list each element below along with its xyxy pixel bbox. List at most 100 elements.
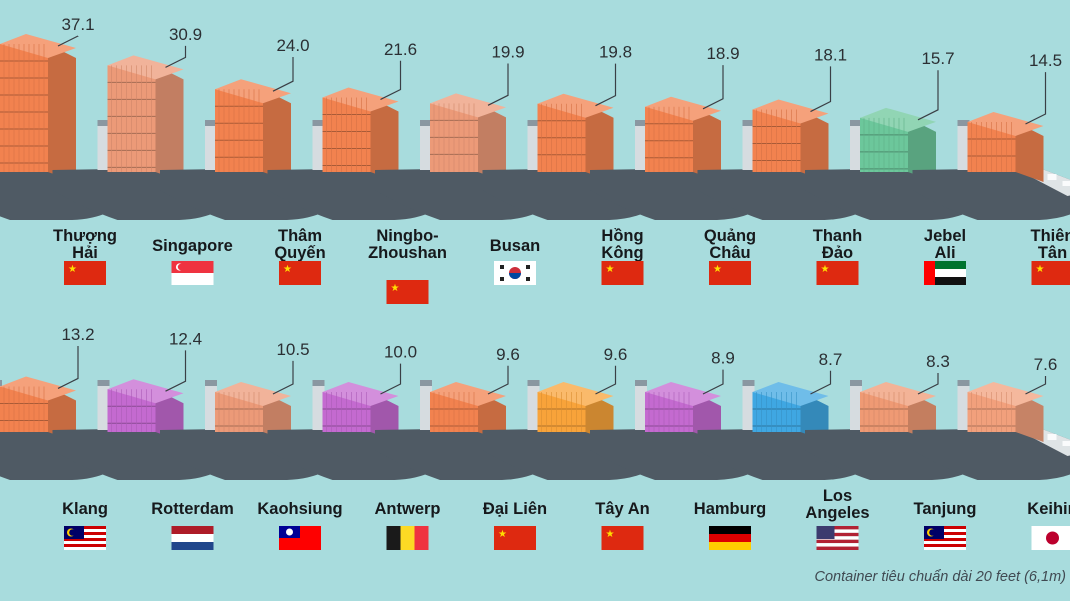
- flag-germany: [709, 526, 751, 550]
- leader-line: [487, 63, 509, 106]
- port-name: Đảo: [822, 244, 853, 262]
- ship-bridge: [420, 120, 432, 170]
- ship-bridge: [635, 120, 647, 170]
- port-name: Rotterdam: [151, 500, 234, 518]
- port-name: Ningbo-: [376, 227, 438, 245]
- value-label: 8.3: [926, 352, 950, 371]
- flag-uae: [924, 261, 966, 285]
- ship-hull: [912, 168, 1070, 220]
- ship-bridge: [527, 380, 540, 430]
- port-name: Klang: [62, 500, 108, 518]
- container-stack-side: [585, 392, 614, 442]
- value-label: 18.1: [814, 45, 847, 64]
- flag-netherlands: [171, 526, 214, 550]
- value-label: 7.6: [1034, 355, 1058, 374]
- container-stack-side: [370, 97, 399, 182]
- port-name: Antwerp: [375, 500, 441, 518]
- container-stack-side: [478, 103, 506, 182]
- container-stack-top: [430, 382, 506, 406]
- svg-text:★: ★: [498, 529, 507, 540]
- port-name: Kông: [601, 244, 643, 262]
- bridge-window: [420, 120, 432, 126]
- container-stack-top: [107, 55, 184, 80]
- svg-text:★: ★: [821, 264, 830, 275]
- port-name: Angeles: [805, 504, 869, 522]
- bow-fitting: [1047, 174, 1057, 180]
- container-stack-side: [1015, 392, 1044, 442]
- bridge-window: [97, 120, 110, 126]
- port-name: Tây An: [595, 500, 649, 518]
- flag-china: ★: [601, 526, 644, 550]
- flag-china: ★: [816, 261, 859, 285]
- port-name: Ali: [934, 244, 955, 262]
- bridge-window: [850, 120, 862, 126]
- container-stack-side: [585, 103, 614, 182]
- ship-bridge: [635, 380, 647, 430]
- port-name: Hamburg: [694, 500, 766, 518]
- container-stack-top: [752, 99, 829, 124]
- bridge-window: [0, 380, 2, 386]
- svg-text:★: ★: [391, 283, 400, 294]
- port-name: Hải: [72, 244, 98, 262]
- container-stack-top: [752, 382, 829, 406]
- flag-china: ★: [64, 261, 106, 285]
- port-name: Quảng: [704, 227, 756, 245]
- container-stack-side: [800, 109, 829, 182]
- value-label: 24.0: [276, 36, 309, 55]
- ship-bridge: [97, 120, 110, 170]
- bridge-window: [957, 380, 970, 386]
- port-name: Busan: [490, 237, 540, 255]
- svg-text:★: ★: [1036, 264, 1045, 275]
- footnote: Container tiêu chuẩn dài 20 feet (6,1m): [814, 569, 1066, 585]
- ship-bridge: [420, 380, 432, 430]
- container-stack-top: [645, 96, 721, 121]
- ship-bridge: [97, 380, 110, 430]
- container-stack-side: [370, 392, 399, 442]
- port-name: Thanh: [813, 227, 863, 245]
- svg-text:★: ★: [68, 264, 77, 275]
- port-name: Los: [823, 487, 852, 505]
- bridge-window: [850, 380, 862, 386]
- bridge-window: [205, 120, 217, 126]
- port-name: Tân: [1038, 244, 1067, 262]
- bridge-window: [312, 120, 325, 126]
- flag-malaysia: [64, 526, 106, 550]
- container-stack-top: [645, 382, 721, 406]
- value-label: 8.9: [711, 349, 735, 368]
- bridge-window: [635, 380, 647, 386]
- leader-line: [702, 369, 724, 395]
- port-name: Jebel: [924, 227, 966, 245]
- value-label: 10.5: [276, 340, 309, 359]
- leader-line: [702, 65, 724, 110]
- port-name: Zhoushan: [368, 244, 447, 262]
- svg-text:★: ★: [283, 264, 292, 275]
- bridge-window: [97, 380, 110, 386]
- ship-bridge: [312, 120, 325, 170]
- ship-bridge: [850, 120, 862, 170]
- flag-china: ★: [386, 280, 429, 304]
- bridge-window: [742, 380, 755, 386]
- flag-singapore: [171, 261, 214, 285]
- bridge-window: [527, 380, 540, 386]
- bow-fitting: [1047, 434, 1057, 440]
- leader-line: [917, 70, 939, 121]
- container-stack-side: [48, 44, 76, 182]
- container-stack-top: [322, 87, 399, 112]
- port-name: Singapore: [152, 237, 233, 255]
- value-label: 18.9: [706, 44, 739, 63]
- port-name: Kaohsiung: [257, 500, 342, 518]
- bridge-window: [742, 120, 755, 126]
- port-name: Hồng: [601, 227, 643, 245]
- leader-line: [1025, 376, 1047, 395]
- port-group-17: 8.9 Hamburg: [590, 349, 775, 550]
- ship-bridge: [205, 380, 217, 430]
- ship-bridge: [957, 380, 970, 430]
- leader-line: [272, 360, 294, 395]
- container-stack-side: [800, 392, 829, 442]
- flag-china: ★: [1031, 261, 1070, 285]
- value-label: 19.9: [491, 43, 524, 62]
- container-stack-top: [215, 382, 291, 406]
- container-stack-top: [967, 111, 1044, 136]
- flag-japan: [1031, 526, 1070, 550]
- leader-line: [917, 372, 939, 395]
